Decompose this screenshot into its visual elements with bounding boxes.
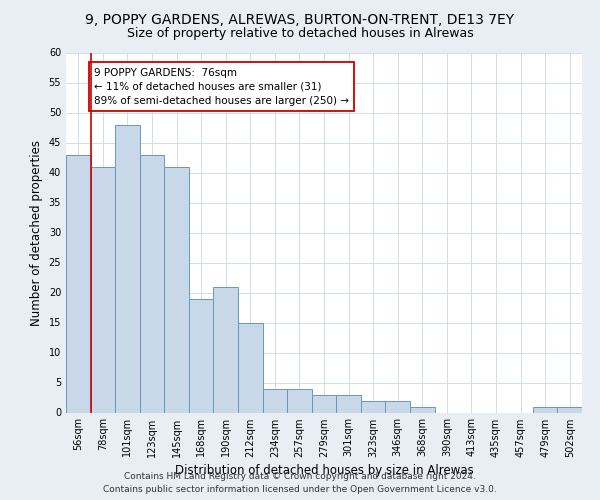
Bar [287, 388, 312, 412]
Bar [66, 154, 91, 412]
Bar [189, 298, 214, 412]
Bar [164, 166, 189, 412]
Bar [410, 406, 434, 412]
Text: 9, POPPY GARDENS, ALREWAS, BURTON-ON-TRENT, DE13 7EY: 9, POPPY GARDENS, ALREWAS, BURTON-ON-TRE… [85, 12, 515, 26]
Bar [312, 394, 336, 412]
Text: 9 POPPY GARDENS:  76sqm
← 11% of detached houses are smaller (31)
89% of semi-de: 9 POPPY GARDENS: 76sqm ← 11% of detached… [94, 68, 349, 106]
Bar [238, 322, 263, 412]
Bar [361, 400, 385, 412]
Bar [385, 400, 410, 412]
Text: Size of property relative to detached houses in Alrewas: Size of property relative to detached ho… [127, 28, 473, 40]
X-axis label: Distribution of detached houses by size in Alrewas: Distribution of detached houses by size … [175, 464, 473, 477]
Y-axis label: Number of detached properties: Number of detached properties [30, 140, 43, 326]
Bar [533, 406, 557, 412]
Bar [214, 286, 238, 412]
Text: Contains HM Land Registry data © Crown copyright and database right 2024.
Contai: Contains HM Land Registry data © Crown c… [103, 472, 497, 494]
Bar [140, 154, 164, 412]
Bar [91, 166, 115, 412]
Bar [115, 124, 140, 412]
Bar [263, 388, 287, 412]
Bar [336, 394, 361, 412]
Bar [557, 406, 582, 412]
